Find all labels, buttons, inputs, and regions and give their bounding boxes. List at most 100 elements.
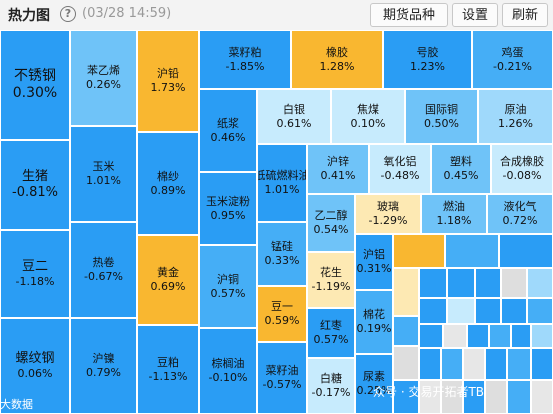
tile-value: 0.33% bbox=[264, 254, 300, 267]
tile-plastic[interactable]: 塑料 0.45% bbox=[431, 144, 491, 194]
tile-name: 合成橡胶 bbox=[500, 155, 544, 169]
tile-rapeseed-oil[interactable]: 菜籽油 -0.57% bbox=[257, 342, 307, 414]
tile-corn[interactable]: 玉米 1.01% bbox=[70, 126, 137, 222]
tile-value: -0.08% bbox=[502, 169, 542, 182]
watermark-logo: 大数据 bbox=[0, 398, 33, 411]
tile-alumina[interactable]: 氧化铝 -0.48% bbox=[369, 144, 431, 194]
tile-value: 1.18% bbox=[436, 214, 472, 227]
tile-small[interactable] bbox=[499, 234, 553, 268]
tile-small[interactable] bbox=[463, 348, 485, 380]
tile-small[interactable] bbox=[419, 324, 443, 348]
tile-styrene[interactable]: 苯乙烯 0.26% bbox=[70, 30, 137, 126]
tile-lead[interactable]: 沪铅 1.73% bbox=[137, 30, 199, 132]
help-icon[interactable]: ? bbox=[60, 6, 76, 22]
tile-fuel-oil[interactable]: 燃油 1.18% bbox=[421, 194, 487, 234]
tile-nickel[interactable]: 沪镍 0.79% bbox=[70, 318, 137, 414]
tile-small[interactable] bbox=[445, 234, 499, 268]
tile-small[interactable] bbox=[531, 380, 553, 414]
tile-soybean-2[interactable]: 豆二 -1.18% bbox=[0, 230, 70, 318]
tile-low-sulfur-fuel-oil[interactable]: 低硫燃料油 1.01% bbox=[257, 144, 307, 222]
tile-small[interactable] bbox=[485, 348, 507, 380]
tile-rebar[interactable]: 螺纹钢 0.06% bbox=[0, 318, 70, 414]
tile-rubber[interactable]: 橡胶 1.28% bbox=[291, 30, 383, 89]
tile-rapeseed-meal[interactable]: 菜籽粕 -1.85% bbox=[199, 30, 291, 89]
tile-corn-starch[interactable]: 玉米淀粉 0.95% bbox=[199, 172, 257, 245]
tile-name: 生猪 bbox=[21, 168, 48, 184]
page-title: 热力图 bbox=[8, 8, 50, 24]
tile-small[interactable] bbox=[507, 348, 531, 380]
tile-small[interactable] bbox=[393, 346, 419, 380]
tile-value: 1.28% bbox=[319, 59, 355, 73]
tile-white-sugar[interactable]: 白糖 -0.17% bbox=[307, 358, 355, 414]
tile-name: 沪铜 bbox=[217, 272, 239, 286]
tile-small[interactable] bbox=[467, 324, 489, 348]
tile-intl-copper[interactable]: 国际铜 0.50% bbox=[405, 89, 478, 144]
tile-value: -0.57% bbox=[262, 378, 302, 391]
tile-small[interactable] bbox=[485, 380, 507, 414]
tile-value: -1.85% bbox=[225, 59, 265, 73]
tile-glass[interactable]: 玻璃 -1.29% bbox=[355, 194, 421, 234]
tile-value: -1.29% bbox=[368, 214, 408, 227]
tile-peanut[interactable]: 花生 -1.19% bbox=[307, 252, 355, 308]
tile-name: 国际铜 bbox=[425, 102, 458, 116]
tile-name: 不锈钢 bbox=[14, 67, 56, 84]
tile-palm-oil[interactable]: 棕榈油 -0.10% bbox=[199, 328, 257, 414]
tile-cotton[interactable]: 棉花 0.19% bbox=[355, 290, 393, 354]
tile-soymeal[interactable]: 豆粕 -1.13% bbox=[137, 325, 199, 414]
tile-small[interactable] bbox=[511, 324, 531, 348]
tile-copper[interactable]: 沪铜 0.57% bbox=[199, 245, 257, 328]
tile-silver[interactable]: 白银 0.61% bbox=[257, 89, 331, 144]
tile-gold[interactable]: 黄金 0.69% bbox=[137, 235, 199, 325]
settings-button[interactable]: 设置 bbox=[452, 3, 498, 27]
tile-small[interactable] bbox=[527, 298, 553, 324]
tile-name: 玉米淀粉 bbox=[206, 194, 250, 208]
tile-hot-coil[interactable]: 热卷 -0.67% bbox=[70, 222, 137, 318]
tile-small[interactable] bbox=[531, 348, 553, 380]
tile-small[interactable] bbox=[507, 380, 531, 414]
tile-small[interactable] bbox=[447, 268, 475, 298]
tile-small[interactable] bbox=[419, 268, 447, 298]
futures-variety-button[interactable]: 期货品种 bbox=[370, 3, 448, 27]
tile-small[interactable] bbox=[447, 298, 475, 324]
tile-value: -0.48% bbox=[380, 169, 420, 182]
tile-silicon-manganese[interactable]: 锰硅 0.33% bbox=[257, 222, 307, 286]
tile-name: 黄金 bbox=[157, 266, 179, 280]
tile-small[interactable] bbox=[441, 348, 463, 380]
refresh-button[interactable]: 刷新 bbox=[502, 3, 548, 27]
tile-tsr20-rubber[interactable]: 号胶 1.23% bbox=[383, 30, 472, 89]
tile-small[interactable] bbox=[531, 324, 553, 348]
tile-value: 0.06% bbox=[17, 367, 53, 381]
tile-ethylene-glycol[interactable]: 乙二醇 0.54% bbox=[307, 194, 355, 252]
tile-soybean-1[interactable]: 豆一 0.59% bbox=[257, 286, 307, 342]
tile-synthetic-rubber[interactable]: 合成橡胶 -0.08% bbox=[491, 144, 553, 194]
tile-cotton-yarn[interactable]: 棉纱 0.89% bbox=[137, 132, 199, 235]
tile-small[interactable] bbox=[419, 348, 441, 380]
tile-pulp[interactable]: 纸浆 0.46% bbox=[199, 89, 257, 172]
tile-small[interactable] bbox=[475, 268, 501, 298]
tile-name: 花生 bbox=[320, 266, 342, 280]
tile-small[interactable] bbox=[475, 298, 501, 324]
tile-stainless-steel[interactable]: 不锈钢 0.30% bbox=[0, 30, 70, 140]
tile-urea[interactable]: 尿素 0.25% bbox=[355, 354, 393, 414]
tile-small[interactable] bbox=[527, 268, 553, 298]
tile-small[interactable] bbox=[443, 324, 467, 348]
tile-small[interactable] bbox=[501, 298, 527, 324]
tile-crude-oil[interactable]: 原油 1.26% bbox=[478, 89, 553, 144]
tile-small[interactable] bbox=[419, 298, 447, 324]
tile-coking-coal[interactable]: 焦煤 0.10% bbox=[331, 89, 405, 144]
tile-small[interactable] bbox=[393, 234, 445, 268]
tile-lpg[interactable]: 液化气 0.72% bbox=[487, 194, 553, 234]
tile-small[interactable] bbox=[501, 268, 527, 298]
tile-zinc[interactable]: 沪锌 0.41% bbox=[307, 144, 369, 194]
tile-egg[interactable]: 鸡蛋 -0.21% bbox=[472, 30, 553, 89]
tile-live-hog[interactable]: 生猪 -0.81% bbox=[0, 140, 70, 230]
tile-name: 号胶 bbox=[416, 45, 439, 59]
tile-small[interactable] bbox=[393, 316, 419, 346]
tile-small[interactable] bbox=[393, 380, 419, 414]
tile-value: -1.19% bbox=[311, 280, 351, 293]
tile-small[interactable] bbox=[489, 324, 511, 348]
tile-value: 1.73% bbox=[150, 81, 186, 94]
tile-red-date[interactable]: 红枣 0.57% bbox=[307, 308, 355, 358]
tile-small[interactable] bbox=[393, 268, 419, 316]
tile-aluminum[interactable]: 沪铝 0.31% bbox=[355, 234, 393, 290]
